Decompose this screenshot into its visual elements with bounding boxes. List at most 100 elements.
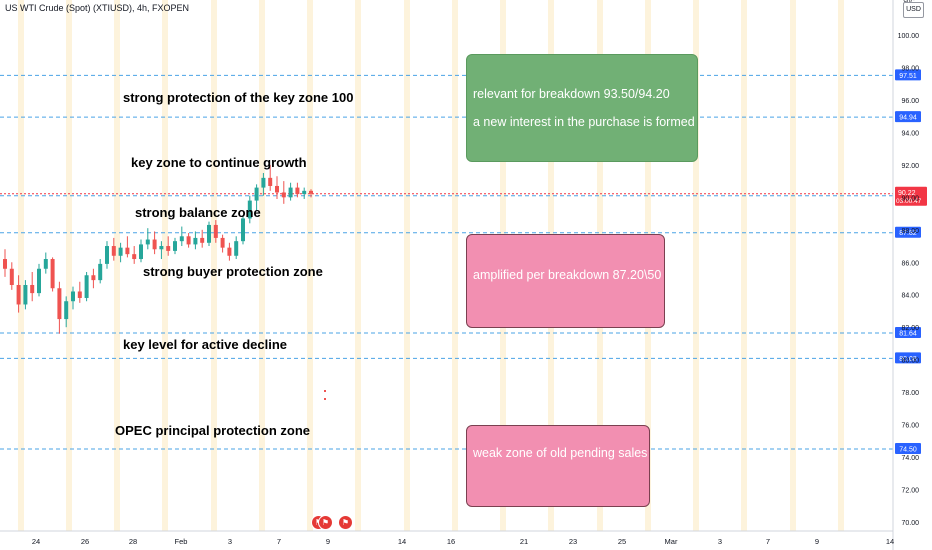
session-band <box>404 0 410 531</box>
note-breakdown-87[interactable]: amplified per breakdown 87.20\50 <box>466 234 665 328</box>
x-tick-label: 14 <box>398 537 406 546</box>
note-old-pending-sales[interactable]: weak zone of old pending sales <box>466 425 650 507</box>
candle-body <box>179 236 184 242</box>
level-price-tag <box>895 442 921 454</box>
symbol-title: US WTI Crude (Spot) (XTIUSD), 4h, FXOPEN <box>5 3 190 13</box>
candle-body <box>111 246 116 256</box>
us-flag-icon[interactable]: ⚑ <box>318 515 333 530</box>
y-tick-label: 92.00 <box>901 163 919 170</box>
note-line: weak zone of old pending sales <box>473 446 648 460</box>
currency-button[interactable]: USD <box>903 2 924 18</box>
x-tick-label: 3 <box>228 537 232 546</box>
candle-body <box>207 224 211 243</box>
candle-body <box>186 236 191 245</box>
note-line: amplified per breakdown 87.20\50 <box>473 268 662 282</box>
marker-dot <box>324 390 326 392</box>
annotation-active-decline: key level for active decline <box>123 337 288 352</box>
candle-body <box>125 247 130 255</box>
level-price-label: 74.50 <box>899 446 917 453</box>
y-tick-label: 94.00 <box>901 130 919 137</box>
candle-body <box>64 301 69 320</box>
level-price-label: 81.64 <box>899 331 917 338</box>
current-price-label: 90.22 <box>898 190 916 197</box>
session-band <box>211 0 217 531</box>
candle-body <box>152 239 157 250</box>
x-tick-label: 9 <box>815 537 819 546</box>
candle-body <box>30 284 35 294</box>
candle-body <box>16 284 21 305</box>
annotation-balance-zone: strong balance zone <box>135 205 261 220</box>
candle-body <box>91 275 96 281</box>
y-tick-label: 74.00 <box>901 455 919 462</box>
candle-body <box>227 247 232 256</box>
x-tick-label: Feb <box>175 537 188 546</box>
candle-body <box>234 241 239 256</box>
y-tick-label: 84.00 <box>901 293 919 300</box>
candle-body <box>275 185 279 193</box>
session-band <box>66 0 72 531</box>
session-band <box>162 0 168 531</box>
level-price-tag <box>895 69 921 81</box>
session-band <box>741 0 747 531</box>
y-tick-label: 78.00 <box>901 390 919 397</box>
candle-body <box>220 237 225 248</box>
us-flag-icon[interactable]: ⚑ <box>338 515 353 530</box>
candle-body <box>247 200 252 219</box>
level-price-tag <box>895 352 921 364</box>
marker-dot <box>324 398 326 400</box>
candle-body <box>132 254 137 260</box>
candle-body <box>9 268 14 285</box>
level-price-label: 80.08 <box>899 356 917 363</box>
candle-body <box>288 187 293 198</box>
x-tick-label: 21 <box>520 537 528 546</box>
y-tick-label: 72.00 <box>901 488 919 495</box>
candle-body <box>145 239 150 245</box>
candle-body <box>295 187 300 195</box>
y-tick-label: 80.00 <box>901 358 919 365</box>
y-tick-label: 76.00 <box>901 423 919 430</box>
candle-body <box>193 237 198 245</box>
current-price-tag <box>895 186 927 206</box>
candle-body <box>268 177 273 186</box>
candle-body <box>37 268 41 294</box>
session-bands <box>18 0 844 531</box>
candle-body <box>105 246 109 264</box>
x-tick-label: 14 <box>886 537 894 546</box>
y-tick-label: 90.00 <box>901 195 919 202</box>
session-band <box>18 0 24 531</box>
annotation-opec-zone: OPEC principal protection zone <box>115 423 311 438</box>
y-tick-label: 98.00 <box>901 65 919 72</box>
candle-body <box>159 246 164 250</box>
candles <box>3 164 326 400</box>
session-band <box>838 0 844 531</box>
candle-body <box>98 263 103 281</box>
session-band <box>307 0 313 531</box>
level-lines: 97.5194.9490.1087.8281.6480.0874.5090.22… <box>0 69 927 454</box>
candle-body <box>254 187 259 201</box>
candle-body <box>139 244 143 260</box>
x-tick-label: 24 <box>32 537 40 546</box>
y-tick-label: 82.00 <box>901 325 919 332</box>
annotation-continue-growth: key zone to continue growth <box>131 155 307 170</box>
y-tick-label: 88.00 <box>901 228 919 235</box>
candle-body <box>166 246 171 251</box>
annotation-key-zone-100: strong protection of the key zone 100 <box>123 90 354 105</box>
candle-body <box>57 288 62 320</box>
candle-body <box>3 259 7 269</box>
annotation-buyer-protection: strong buyer protection zone <box>143 264 323 279</box>
y-tick-label: 86.00 <box>901 260 919 267</box>
candle-body <box>77 291 82 298</box>
y-tick-label: 70.00 <box>901 520 919 527</box>
session-band <box>452 0 458 531</box>
session-band <box>355 0 361 531</box>
candle-body <box>261 177 266 188</box>
note-breakdown-94[interactable]: relevant for breakdown 93.50/94.20 a new… <box>466 54 698 162</box>
level-price-label: 94.94 <box>899 115 917 122</box>
candle-body <box>281 192 286 198</box>
candle-body <box>213 224 218 238</box>
level-price-label: 87.82 <box>899 230 917 237</box>
x-tick-label: 25 <box>618 537 626 546</box>
level-price-label: 97.51 <box>899 73 917 80</box>
